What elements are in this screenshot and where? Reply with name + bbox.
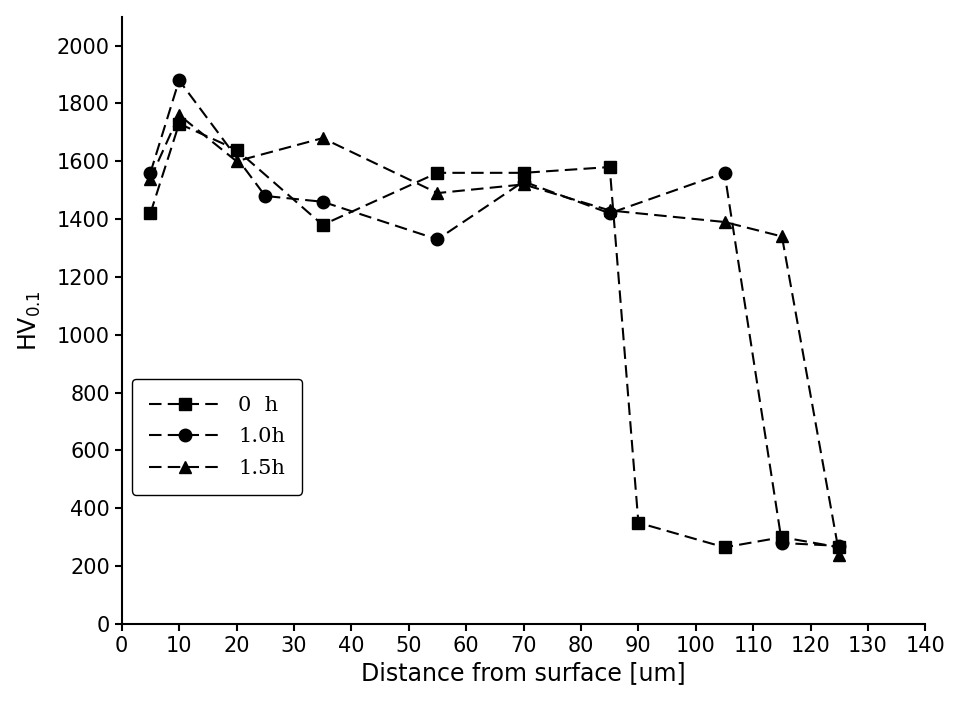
1.5h bbox=[231, 157, 242, 166]
1.0h bbox=[517, 178, 529, 186]
0  h bbox=[173, 119, 185, 128]
0  h bbox=[718, 543, 729, 552]
1.5h bbox=[832, 550, 844, 559]
Legend: 0  h, 1.0h, 1.5h: 0 h, 1.0h, 1.5h bbox=[132, 379, 302, 495]
1.5h bbox=[776, 232, 787, 241]
1.5h bbox=[517, 180, 529, 189]
Line: 0  h: 0 h bbox=[144, 117, 845, 554]
1.0h bbox=[604, 209, 615, 218]
1.0h bbox=[718, 168, 729, 177]
1.0h bbox=[173, 76, 185, 84]
0  h bbox=[316, 220, 328, 229]
0  h bbox=[517, 168, 529, 177]
1.0h bbox=[431, 235, 443, 244]
1.5h bbox=[604, 206, 615, 215]
0  h bbox=[144, 209, 156, 218]
0  h bbox=[832, 543, 844, 552]
1.5h bbox=[431, 189, 443, 197]
Y-axis label: HV$_{0.1}$: HV$_{0.1}$ bbox=[16, 290, 43, 351]
0  h bbox=[776, 533, 787, 541]
1.0h bbox=[144, 168, 156, 177]
1.0h bbox=[316, 197, 328, 206]
1.5h bbox=[316, 134, 328, 143]
Line: 1.5h: 1.5h bbox=[144, 109, 845, 561]
X-axis label: Distance from surface [um]: Distance from surface [um] bbox=[361, 661, 685, 685]
1.5h bbox=[173, 111, 185, 119]
1.0h bbox=[259, 192, 271, 200]
0  h bbox=[604, 163, 615, 171]
0  h bbox=[431, 168, 443, 177]
0  h bbox=[231, 145, 242, 154]
0  h bbox=[632, 519, 644, 527]
1.0h bbox=[832, 542, 844, 550]
1.5h bbox=[144, 174, 156, 183]
1.0h bbox=[776, 539, 787, 548]
1.5h bbox=[718, 218, 729, 226]
Line: 1.0h: 1.0h bbox=[144, 74, 845, 552]
